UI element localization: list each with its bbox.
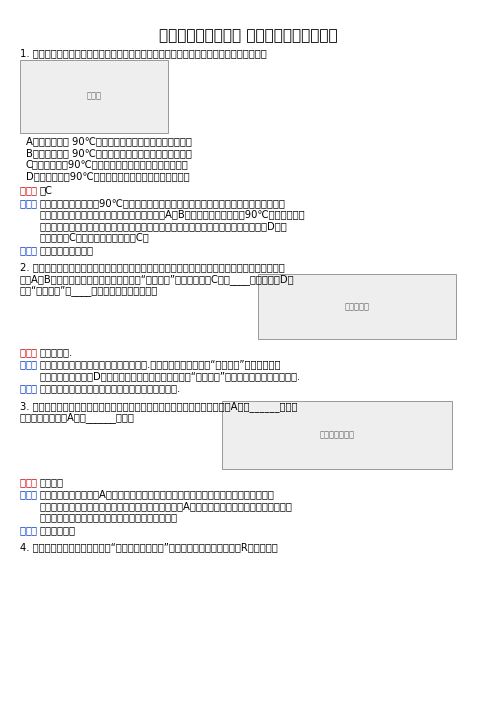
- Text: 初三物理电磁继电器 扬声器试题答案及解析: 初三物理电磁继电器 扬声器试题答案及解析: [159, 28, 337, 43]
- Text: 解析: 解析: [25, 359, 38, 369]
- FancyBboxPatch shape: [222, 401, 452, 469]
- Text: 考点: 考点: [25, 383, 38, 394]
- Text: 【: 【: [20, 347, 26, 357]
- Text: 答案: 答案: [25, 477, 38, 487]
- Text: 考点: 考点: [25, 245, 38, 255]
- Text: 4. 小明利用热敏电阻设计了一个“过热自动报警电路”，如图甲所示。将热敏电阻R安装在需要: 4. 小明利用热敏电阻设计了一个“过热自动报警电路”，如图甲所示。将热敏电阻R安…: [20, 543, 278, 552]
- Text: 下吸引衔铁，动触点与下面的静触点接触，红灯亮。: 下吸引衔铁，动触点与下面的静触点接触，红灯亮。: [39, 512, 177, 522]
- Text: 【: 【: [20, 477, 26, 487]
- Text: 3. 如图所示是一种检测洪水水位的自动报警器原理图，当水位没有达到金属块A时，______灯亮；: 3. 如图所示是一种检测洪水水位的自动报警器原理图，当水位没有达到金属块A时，_…: [20, 401, 298, 412]
- Text: 洪水水位报警图: 洪水水位报警图: [319, 430, 355, 439]
- Text: B．当温度低于 90℃时，报警装置就会响铃，同时红灯亮: B．当温度低于 90℃时，报警装置就会响铃，同时红灯亮: [26, 148, 192, 158]
- Text: 】电磁继电器的应用: 】电磁继电器的应用: [39, 245, 93, 255]
- Text: 答案: 答案: [25, 347, 38, 357]
- Text: 】磁性；红.: 】磁性；红.: [39, 347, 72, 357]
- Text: 【: 【: [20, 383, 26, 394]
- Text: 当水位达到金属块A时，______灯亮。: 当水位达到金属块A时，______灯亮。: [20, 413, 135, 423]
- Text: A．当温度低于 90℃时，报警装置就会响铃，同时绿灯亮: A．当温度低于 90℃时，报警装置就会响铃，同时绿灯亮: [26, 136, 192, 147]
- Text: 【: 【: [20, 245, 26, 255]
- Text: D．当温度达到90℃时，报警装置就会响铃，同时绿灯亮: D．当温度达到90℃时，报警装置就会响铃，同时绿灯亮: [26, 171, 189, 181]
- FancyBboxPatch shape: [20, 60, 168, 133]
- Text: 2. 小敏在参观水库时，看到水库的水位自动报警器（如图所示）。他分析了这个装置的工作原理：: 2. 小敏在参观水库时，看到水库的水位自动报警器（如图所示）。他分析了这个装置的…: [20, 263, 285, 272]
- Text: 此时“工作电路”中____灯发光，发出报警信号。: 此时“工作电路”中____灯发光，发出报警信号。: [20, 286, 158, 296]
- Text: 1. 如图所示是某科技小组设计的一种温度自动控制报警装置电路图。关于它的说法正确的是: 1. 如图所示是某科技小组设计的一种温度自动控制报警装置电路图。关于它的说法正确…: [20, 48, 267, 58]
- FancyBboxPatch shape: [258, 274, 456, 339]
- Text: 【: 【: [20, 359, 26, 369]
- Text: 】由图知：当温度低于90℃时，控制电路断开，电磁铁无磁性，弹簧复位，上触点开关接: 】由图知：当温度低于90℃时，控制电路断开，电磁铁无磁性，弹簧复位，上触点开关接: [39, 198, 285, 208]
- Text: 解析: 解析: [25, 198, 38, 208]
- Text: 考点: 考点: [25, 525, 38, 535]
- Text: 产生磁性，吸下衔铁D，触点向下，红灯所在电路接通，“工作电路”中红灯发光，发出报警信号.: 产生磁性，吸下衔铁D，触点向下，红灯所在电路接通，“工作电路”中红灯发光，发出报…: [39, 371, 300, 381]
- Text: 【: 【: [20, 185, 26, 195]
- Text: 】利用电磁继电器的工作原理来解答本题.当水位到达乙位置时，“控制电路”接通，电磁铁: 】利用电磁继电器的工作原理来解答本题.当水位到达乙位置时，“控制电路”接通，电磁…: [39, 359, 281, 369]
- Text: 误的，选项C是正确的，故本题应选C。: 误的，选项C是正确的，故本题应选C。: [39, 232, 149, 242]
- Text: 【: 【: [20, 198, 26, 208]
- Text: 】电磁继电器: 】电磁继电器: [39, 525, 75, 535]
- Text: 】水位没有达到金属块A时，控制电路中没有电流，电磁铁没有磁性，不能吸引衔铁，动: 】水位没有达到金属块A时，控制电路中没有电流，电磁铁没有磁性，不能吸引衔铁，动: [39, 489, 274, 500]
- Text: 答案: 答案: [25, 185, 38, 195]
- Text: 触点与上面的静触点接触，绿灯亮；当水位达到金属块A时，控制电路接通，电磁铁有磁性，向: 触点与上面的静触点接触，绿灯亮；当水位达到金属块A时，控制电路接通，电磁铁有磁性…: [39, 501, 292, 511]
- Text: C．当温度达到90℃时，报警装置就会响铃，同时红灯亮: C．当温度达到90℃时，报警装置就会响铃，同时红灯亮: [26, 159, 189, 169]
- Text: 水库报警图: 水库报警图: [345, 302, 370, 311]
- Text: 解析: 解析: [25, 489, 38, 500]
- Text: 接通，电磁铁有磁性吸衔铁，下触点开关接通，报警装置就会响铃，同时红灯亮，选项D是错: 接通，电磁铁有磁性吸衔铁，下触点开关接通，报警装置就会响铃，同时红灯亮，选项D是…: [39, 221, 287, 231]
- Text: 【: 【: [20, 489, 26, 500]
- Text: 【: 【: [20, 525, 26, 535]
- Text: 】绿；红: 】绿；红: [39, 477, 63, 487]
- Text: 电路图: 电路图: [86, 91, 102, 100]
- Text: 由于A、B都是碳棒，当水位到达乙位置时，“控制电路”接通，电磁铁C产生____，吸下衔铁D，: 由于A、B都是碳棒，当水位到达乙位置时，“控制电路”接通，电磁铁C产生____，…: [20, 274, 295, 285]
- Text: 】C: 】C: [39, 185, 52, 195]
- Text: 通，报警装置不工作，红灯不变但绿灯亮，选项A、B是错误的；当温度达到90℃时，控制电路: 通，报警装置不工作，红灯不变但绿灯亮，选项A、B是错误的；当温度达到90℃时，控…: [39, 209, 305, 220]
- Text: 】电磁铁的工作原理；电磁继电器的结构和工作原理.: 】电磁铁的工作原理；电磁继电器的结构和工作原理.: [39, 383, 180, 394]
